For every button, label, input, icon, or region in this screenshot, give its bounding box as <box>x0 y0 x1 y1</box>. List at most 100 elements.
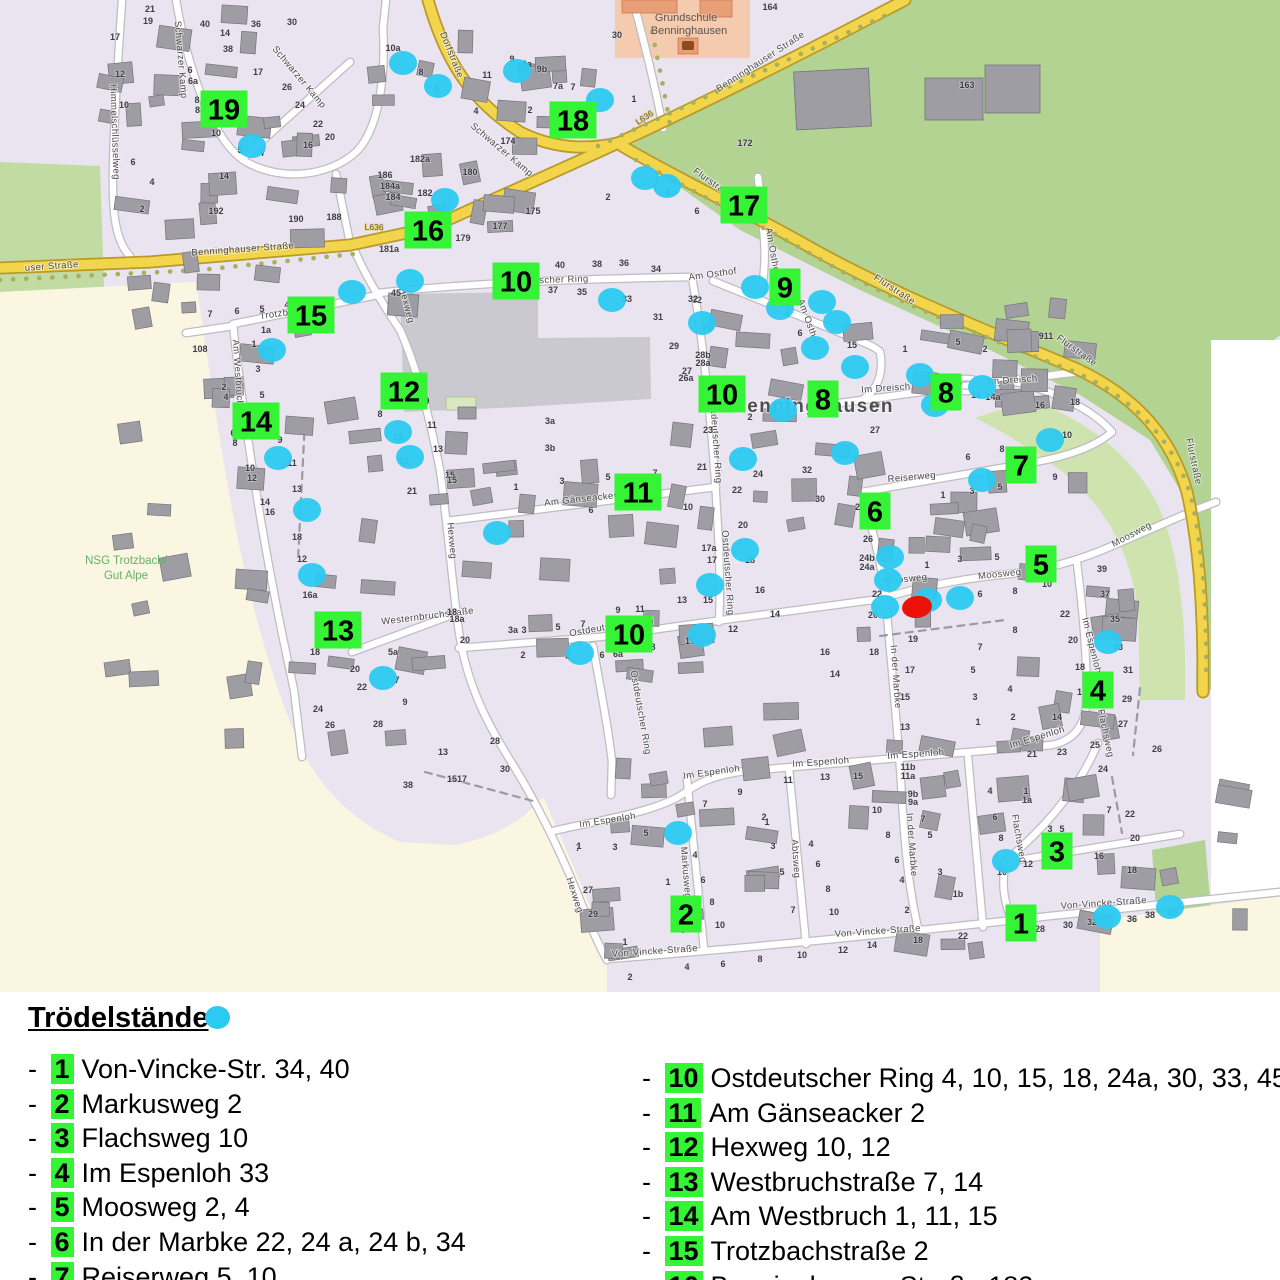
house-number: 2 <box>747 412 752 422</box>
building <box>1004 302 1030 319</box>
house-number: 8 <box>999 444 1004 454</box>
house-number: 5 <box>970 665 975 675</box>
house-number: 21 <box>697 462 707 472</box>
building <box>648 770 669 787</box>
svg-text:4: 4 <box>1090 676 1106 708</box>
house-number: 10 <box>1042 579 1052 589</box>
house-number: 22 <box>357 682 367 692</box>
house-number: 3a <box>545 416 556 426</box>
house-number: 7 <box>394 675 399 685</box>
map-number-marker: 7 <box>1005 446 1037 484</box>
house-number: 8 <box>232 438 237 448</box>
house-number: 5 <box>955 337 960 347</box>
house-number: 1 <box>513 482 518 492</box>
house-number: 14 <box>867 940 877 950</box>
stand-dot <box>431 188 459 212</box>
house-number: 16 <box>1077 687 1087 697</box>
house-number: 16 <box>265 507 275 517</box>
house-number: 9 <box>402 697 407 707</box>
building <box>288 661 317 675</box>
street-label: Im Espenloh <box>792 755 850 770</box>
building <box>1120 865 1157 891</box>
building <box>153 74 182 97</box>
house-number: 18 <box>1070 397 1080 407</box>
legend-item-number: 15 <box>664 1235 703 1266</box>
building <box>323 396 359 425</box>
house-number: 2 <box>605 192 610 202</box>
house-number: 33 <box>622 294 632 304</box>
stand-dot <box>906 363 934 387</box>
house-number: 4 <box>899 875 904 885</box>
house-number: 3 <box>770 841 775 851</box>
house-number: 5 <box>555 622 560 632</box>
stand-dot <box>258 338 286 362</box>
street-label: Himmelschlüsselweg <box>107 84 121 180</box>
stand-dot <box>696 573 724 597</box>
stand-dot <box>968 375 996 399</box>
stand-dot <box>369 666 397 690</box>
house-number: 1 <box>902 344 907 354</box>
house-number: 15 <box>900 692 910 702</box>
map-number-marker: 17 <box>720 186 768 224</box>
stand-dot <box>1094 630 1122 654</box>
legend-item-text: Hexweg 10, 12 <box>710 1132 891 1163</box>
building <box>444 430 468 455</box>
map-canvas: Benninghauser Straße user Straße Benningha… <box>0 0 1280 992</box>
house-number: 30 <box>1063 920 1073 930</box>
stand-dot <box>1093 905 1121 929</box>
building <box>103 658 132 678</box>
house-number: 4 <box>987 786 992 796</box>
stand-dot <box>729 447 757 471</box>
building <box>1232 908 1248 931</box>
building <box>204 63 238 79</box>
building <box>536 637 570 658</box>
house-number: 10 <box>797 950 807 960</box>
building <box>360 579 396 596</box>
house-number: 7 <box>790 905 795 915</box>
building <box>128 670 160 688</box>
house-number: 1a <box>261 325 272 335</box>
stand-dot <box>598 288 626 312</box>
stand-dot <box>653 174 681 198</box>
house-number: 1 <box>940 490 945 500</box>
map-number-marker: 2 <box>670 895 702 933</box>
house-number: 17 <box>457 774 467 784</box>
building <box>919 810 941 832</box>
building <box>517 493 536 515</box>
legend-item-number: 2 <box>50 1088 74 1119</box>
house-number: 24 <box>1098 764 1108 774</box>
building <box>1051 385 1077 412</box>
house-number: 182 <box>417 188 432 198</box>
house-number: 8 <box>709 897 714 907</box>
legend-item-number: 12 <box>664 1132 703 1163</box>
legend-item-right-10: - 10 Ostdeutscher Ring 4, 10, 15, 18, 24a… <box>642 1061 1280 1096</box>
house-number: 5 <box>643 828 648 838</box>
house-number: 12 <box>1023 859 1033 869</box>
legend-item-right-15: - 15 Trotzbachstraße 2 <box>642 1235 929 1266</box>
house-number: 18 <box>913 935 923 945</box>
house-number: 7 <box>1106 805 1111 815</box>
svg-text:7: 7 <box>1013 451 1029 483</box>
house-number: 108 <box>192 344 207 354</box>
svg-text:17: 17 <box>728 191 760 223</box>
building <box>125 102 143 127</box>
building <box>348 427 382 445</box>
building <box>181 301 197 314</box>
building <box>111 532 135 551</box>
building <box>220 4 249 25</box>
map-number-marker: 1 <box>1005 904 1037 942</box>
svg-text:1: 1 <box>1013 909 1029 941</box>
house-number: 9 <box>277 435 282 445</box>
building <box>591 887 621 903</box>
map-number-marker: 13 <box>314 611 362 649</box>
house-number: 6 <box>588 505 593 515</box>
house-number: 10 <box>715 920 725 930</box>
map-number-marker: 3 <box>1041 832 1073 870</box>
building <box>446 468 476 489</box>
building <box>834 502 857 528</box>
stand-dot <box>831 441 859 465</box>
building <box>458 160 482 186</box>
house-number: 20 <box>1068 635 1078 645</box>
building <box>421 152 443 178</box>
